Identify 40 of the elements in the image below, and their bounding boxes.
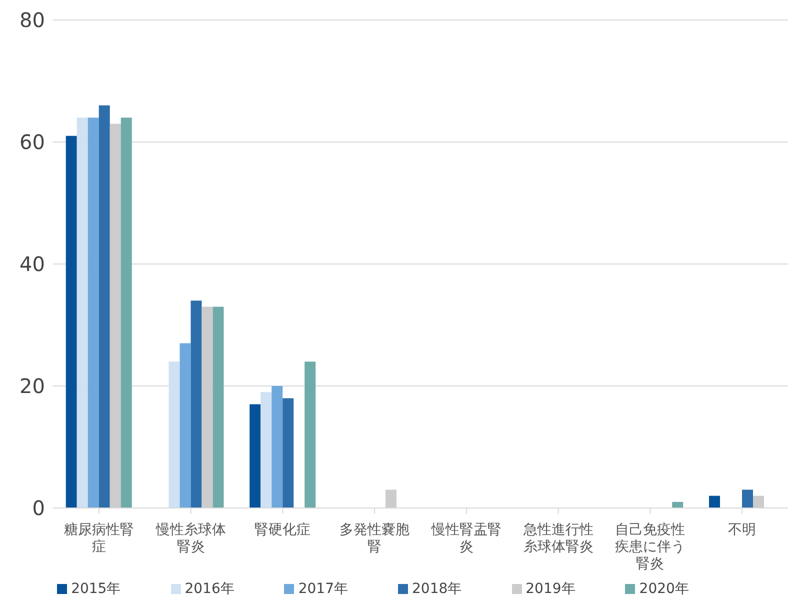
bar [180,343,191,508]
y-tick-label: 40 [20,252,45,276]
bar [260,392,272,508]
bar [76,118,88,508]
bar [742,490,753,508]
bar [88,118,99,508]
bar [250,404,261,508]
y-tick-label: 20 [20,374,45,398]
bar [282,398,294,508]
legend-label: 2019年 [526,581,576,597]
legend-label: 2015年 [71,581,121,597]
y-tick-label: 0 [32,496,45,520]
bar [202,306,213,508]
bar [98,105,110,508]
x-tick-label: 不明 [727,522,758,539]
bar [212,306,224,508]
bar [110,124,121,508]
bar [120,118,132,508]
bar [168,362,180,508]
x-tick-label: 慢性腎盂腎炎 [430,522,502,556]
bar [66,136,77,508]
bar [672,502,684,508]
y-tick-label: 80 [20,8,45,32]
bar [272,386,283,508]
x-tick-label: 慢性糸球体腎炎 [154,522,227,556]
y-tick-label: 60 [20,130,45,154]
x-tick-label: 自己免疫性疾患に伴う腎炎 [614,522,686,573]
legend-label: 2016年 [184,581,234,597]
bar [752,496,764,508]
legend-label: 2017年 [298,581,348,597]
x-tick-label: 糖尿病性腎症 [62,522,135,556]
bar [190,300,202,508]
bar [385,490,396,508]
bar [304,362,316,508]
x-tick-label: 多発性嚢胞腎 [338,522,411,556]
x-tick-label: 腎硬化症 [254,522,312,539]
x-tick-label: 急性進行性糸球体腎炎 [522,522,594,556]
legend-label: 2018年 [412,581,462,597]
bar [708,496,720,508]
legend-label: 2020年 [639,581,689,597]
